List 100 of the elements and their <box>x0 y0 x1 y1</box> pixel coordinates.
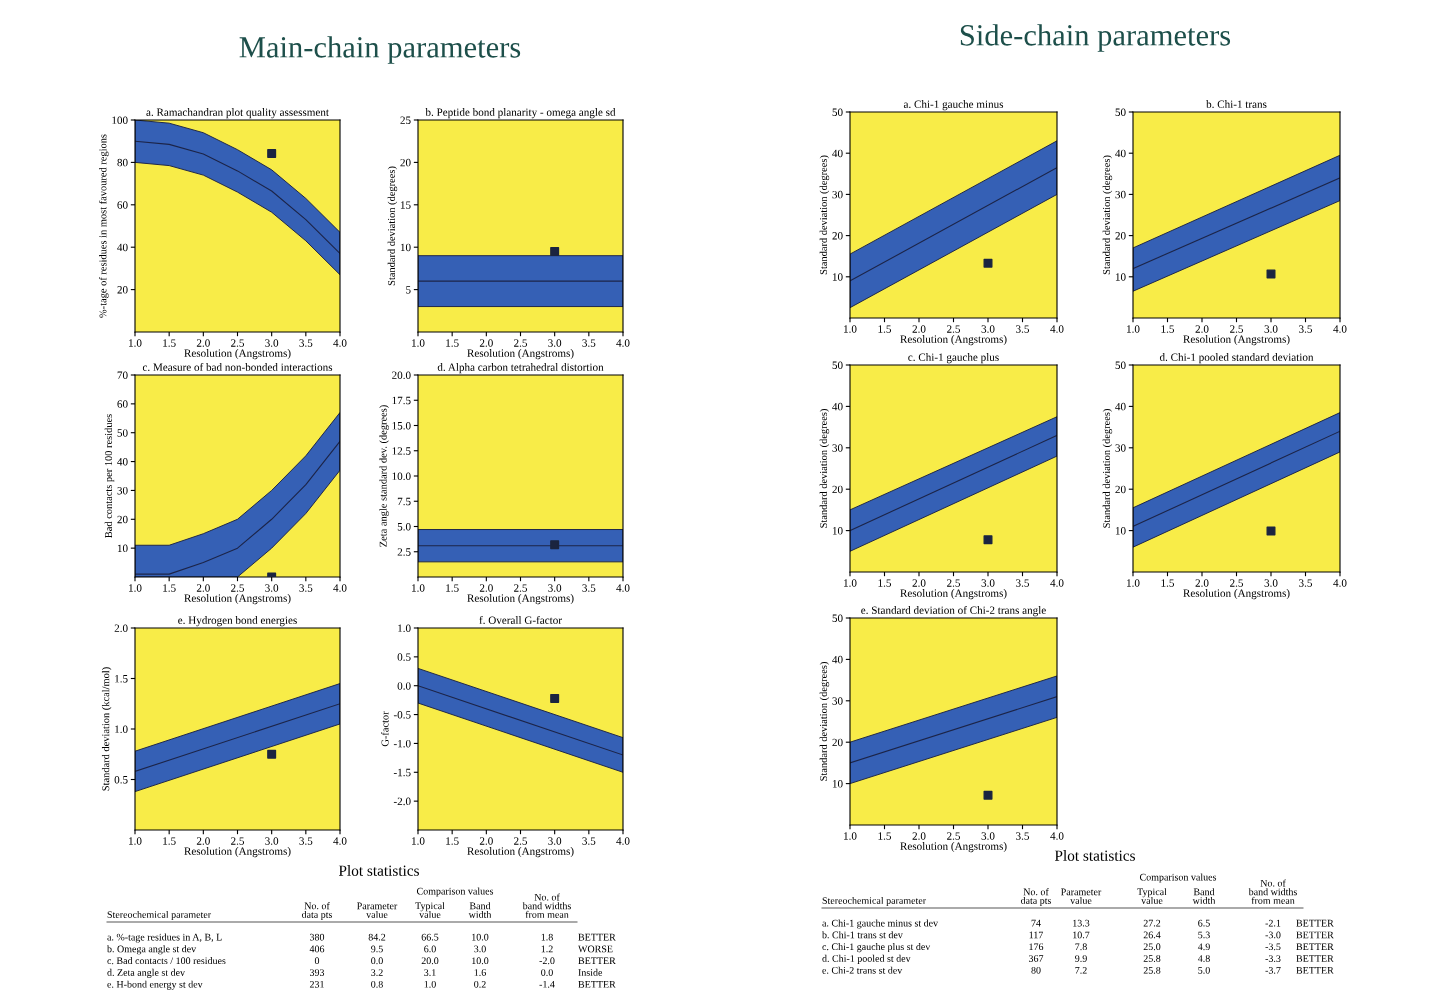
text: 231 <box>309 980 324 988</box>
y-tick-label: 20 <box>1115 232 1126 240</box>
x-tick-label: 1.0 <box>129 837 142 845</box>
text: 3.2 <box>371 969 383 976</box>
y-tick-label: 15 <box>400 201 411 209</box>
x-tick-label: 1.5 <box>878 832 892 840</box>
x-tick-label: 3.5 <box>1016 832 1030 840</box>
y-tick-label: 40 <box>832 655 843 664</box>
text: 1.6 <box>474 969 486 976</box>
x-tick-label: 2.5 <box>514 584 528 592</box>
text: Typical value <box>415 902 445 918</box>
x-tick-label: 1.5 <box>878 325 892 333</box>
x-tick-label: 2.5 <box>514 837 528 845</box>
x-tick-label: 3.5 <box>1299 325 1313 333</box>
text: -1.4 <box>539 981 555 988</box>
x-tick-label: 2.0 <box>912 325 926 333</box>
text: Parameter value <box>1061 888 1102 904</box>
y-tick-label: 50 <box>1115 108 1126 116</box>
y-tick-label: 7.5 <box>397 497 411 506</box>
x-axis-title: Resolution (Angstroms) <box>900 589 1007 600</box>
x-axis-title: Resolution (Angstroms) <box>900 842 1007 853</box>
x-axis-title: Resolution (Angstroms) <box>467 594 574 605</box>
y-tick-label: 5.0 <box>397 522 411 531</box>
text: 0.0 <box>371 957 383 965</box>
x-tick-label: 1.5 <box>878 579 892 587</box>
y-tick-label: 2.5 <box>397 548 411 556</box>
x-tick-label: 2.5 <box>1230 579 1244 587</box>
y-tick-label: 10 <box>400 243 411 252</box>
text: Comparison values <box>1139 873 1217 883</box>
x-tick-label: 1.0 <box>129 584 142 592</box>
chart-title: e. Hydrogen bond energies <box>178 616 297 627</box>
text: 1.0 <box>424 980 436 988</box>
chart-title: c. Chi-1 gauche plus <box>908 353 999 364</box>
x-tick-label: 4.0 <box>616 584 630 592</box>
x-tick-label: 2.5 <box>231 339 245 347</box>
text: BETTER <box>1296 955 1334 962</box>
text: No. of band widths from mean <box>522 893 571 918</box>
y-tick-label: 15.0 <box>392 421 411 430</box>
x-tick-label: 1.5 <box>446 339 459 347</box>
text: 176 <box>1029 943 1044 951</box>
text: No. of data pts <box>301 902 333 920</box>
x-axis-title: Resolution (Angstroms) <box>900 335 1007 346</box>
y-tick-label: 20 <box>1115 485 1126 494</box>
y-tick-label: 1.5 <box>115 675 128 683</box>
chart-title: d. Alpha carbon tetrahedral distortion <box>437 363 604 374</box>
text: 7.8 <box>1075 943 1087 951</box>
x-tick-label: 3.5 <box>1299 579 1313 587</box>
x-tick-label: 3.0 <box>265 837 279 845</box>
x-tick-label: 3.5 <box>299 339 313 347</box>
text: 1.8 <box>541 933 553 941</box>
y-tick-label: 10 <box>1115 273 1126 281</box>
x-tick-label: 3.0 <box>265 584 279 592</box>
chart-title: f. Overall G-factor <box>479 616 562 624</box>
text: Band width <box>1192 888 1216 904</box>
y-tick-label: -1.0 <box>393 739 411 748</box>
text: Inside <box>578 968 603 976</box>
text: Typical value <box>1137 888 1167 904</box>
text: a. %-tage residues in A, B, L <box>107 933 222 943</box>
x-tick-label: 1.5 <box>163 584 176 592</box>
text: -3.3 <box>1265 955 1281 962</box>
x-tick-label: 4.0 <box>1050 579 1064 587</box>
text: d. Chi-1 pooled st dev <box>822 954 911 964</box>
x-tick-label: 1.0 <box>1127 325 1140 333</box>
text: 27.2 <box>1143 919 1161 927</box>
y-tick-label: 10 <box>1115 527 1126 535</box>
text: 0.0 <box>541 969 553 976</box>
x-tick-label: 1.0 <box>1127 579 1140 587</box>
x-tick-label: 2.5 <box>947 325 961 333</box>
text: Comparison values <box>416 887 494 897</box>
y-axis-title: Standard deviation (degrees) <box>819 409 830 528</box>
y-tick-label: 17.5 <box>392 396 411 405</box>
x-tick-label: 1.5 <box>1161 579 1175 587</box>
text: 5.0 <box>1198 966 1210 974</box>
text: No. of band widths from mean <box>1248 879 1297 904</box>
chart-title: c. Measure of bad non-bonded interactions <box>142 363 333 371</box>
text: d. Zeta angle st dev <box>107 968 186 978</box>
text: Side-chain parameters <box>960 24 1231 52</box>
x-tick-label: 4.0 <box>616 837 630 845</box>
text: 13.3 <box>1073 919 1090 927</box>
x-tick-label: 1.5 <box>163 339 176 347</box>
x-tick-label: 2.0 <box>1195 579 1209 587</box>
text: 66.5 <box>421 933 439 941</box>
text: BETTER <box>1296 967 1334 974</box>
x-tick-label: 3.0 <box>1264 579 1278 587</box>
y-axis-title: Zeta angle standard dev. (degrees) <box>379 405 389 547</box>
x-tick-label: 3.0 <box>981 325 995 333</box>
y-tick-label: 100 <box>112 116 128 124</box>
x-tick-label: 3.0 <box>548 584 562 592</box>
text: b. Omega angle st dev <box>107 945 197 955</box>
y-tick-label: -0.5 <box>393 711 411 719</box>
text: 25.8 <box>1143 955 1161 962</box>
chart-title: b. Peptide bond planarity - omega angle sd <box>425 108 616 119</box>
y-tick-label: 30 <box>1115 190 1126 199</box>
x-tick-label: 3.0 <box>981 832 995 840</box>
x-tick-label: 4.0 <box>333 584 347 592</box>
y-tick-label: 50 <box>1115 361 1126 369</box>
x-tick-label: 2.5 <box>231 584 245 592</box>
y-tick-label: 20 <box>117 286 128 294</box>
y-tick-label: 2.0 <box>114 624 128 633</box>
y-tick-label: 20 <box>832 738 843 747</box>
